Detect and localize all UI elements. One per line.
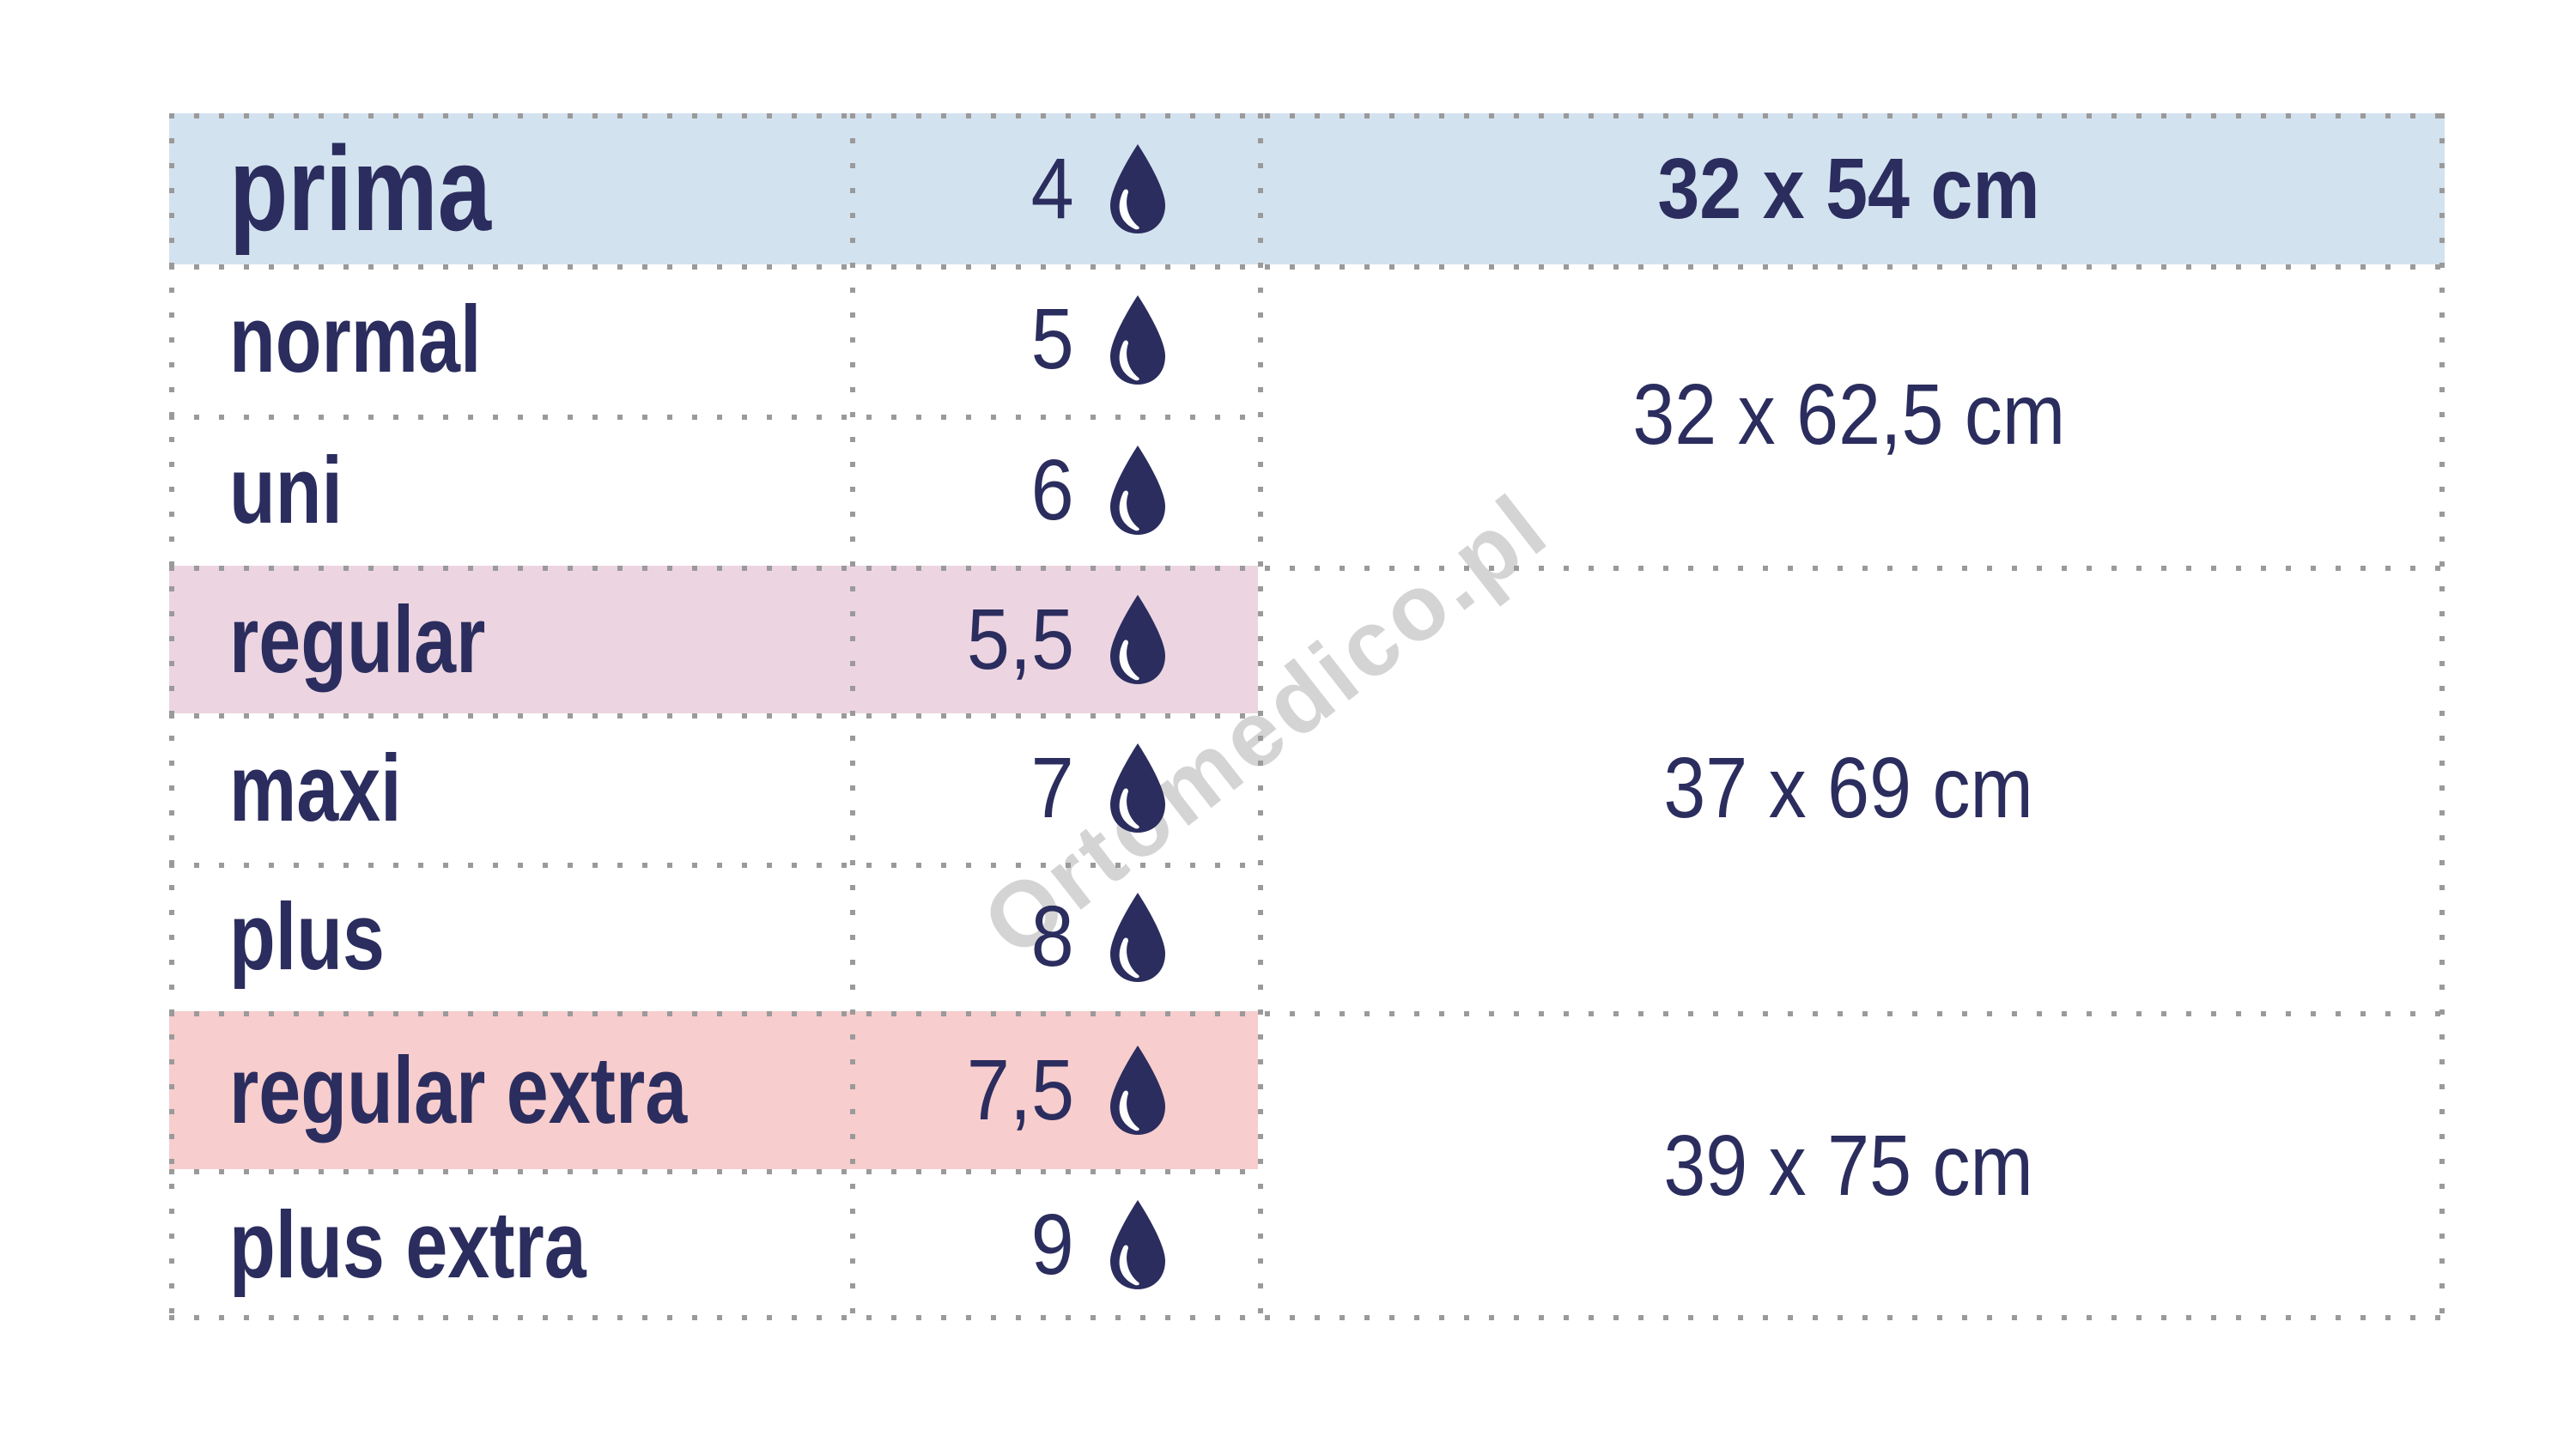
table-row-name-maxi: maxi: [169, 713, 850, 863]
absorbency-cell-plus: 8: [850, 863, 1258, 1011]
table-border-right: [2439, 113, 2445, 1320]
column-divider-drops-size: [1258, 113, 1263, 1320]
table-border-top: [169, 113, 2445, 118]
droplet-icon: [1110, 144, 1165, 233]
row-divider-normal-uni: [169, 415, 1258, 420]
absorbency-value: 4: [1030, 140, 1074, 237]
absorbency-cell-normal: 5: [850, 264, 1258, 415]
droplet-icon: [1110, 294, 1165, 385]
row-highlight-regular: [169, 566, 1258, 713]
table-border-bottom: [169, 1315, 2445, 1320]
product-name: regular extra: [229, 1037, 688, 1143]
product-name: prima: [229, 121, 491, 256]
row-highlight-prima: [169, 113, 2445, 264]
size-label: 39 x 75 cm: [1663, 1117, 2034, 1214]
table-row-name-plus: plus: [169, 863, 850, 1011]
absorbency-cell-regular: 5,5: [850, 566, 1258, 713]
product-name: plus: [229, 884, 385, 990]
row-divider-regularextra-plusextra: [169, 1169, 1258, 1174]
table-border-left: [169, 113, 174, 1320]
droplet-icon: [1110, 446, 1165, 535]
table-row-name-prima: prima: [169, 113, 850, 264]
droplet-icon: [1110, 892, 1165, 982]
table-row-name-normal: normal: [169, 264, 850, 415]
table-row-name-regular: regular: [169, 566, 850, 713]
absorbency-cell-uni: 6: [850, 415, 1258, 566]
absorbency-value: 8: [1030, 888, 1074, 985]
product-name: uni: [229, 437, 343, 543]
row-divider-prima-normal: [169, 264, 2445, 270]
absorbency-cell-plus-extra: 9: [850, 1169, 1258, 1320]
absorbency-value: 6: [1030, 441, 1074, 538]
row-divider-regular-maxi: [169, 713, 1258, 718]
size-cell-37x69: 37 x 69 cm: [1258, 566, 2439, 1011]
size-cell-32x54: 32 x 54 cm: [1258, 113, 2439, 264]
row-divider-uni-regular: [169, 566, 2445, 571]
size-label: 32 x 54 cm: [1657, 140, 2040, 237]
absorbency-cell-prima: 4: [850, 113, 1258, 264]
absorbency-cell-regular-extra: 7,5: [850, 1011, 1258, 1169]
size-cell-39x75: 39 x 75 cm: [1258, 1011, 2439, 1320]
column-divider-name-drops: [850, 113, 855, 1320]
droplet-icon: [1110, 743, 1165, 833]
size-cell-32x62-5: 32 x 62,5 cm: [1258, 264, 2439, 566]
product-name: plus extra: [229, 1191, 586, 1298]
product-name: normal: [229, 287, 482, 392]
product-name: regular: [229, 586, 486, 693]
row-divider-maxi-plus: [169, 863, 1258, 868]
row-highlight-regular-extra: [169, 1011, 1258, 1169]
droplet-icon: [1110, 1046, 1165, 1135]
row-divider-plus-regularextra: [169, 1011, 2445, 1016]
droplet-icon: [1110, 1200, 1165, 1289]
absorbency-value: 7,5: [966, 1041, 1074, 1138]
size-label: 32 x 62,5 cm: [1632, 367, 2065, 463]
absorbency-value: 5: [1030, 291, 1074, 387]
product-name: maxi: [229, 735, 402, 841]
absorbency-value: 5,5: [966, 591, 1074, 688]
absorbency-value: 7: [1030, 739, 1074, 836]
size-label: 37 x 69 cm: [1663, 740, 2034, 836]
table-row-name-uni: uni: [169, 415, 850, 566]
table-row-name-regular-extra: regular extra: [169, 1011, 850, 1169]
absorbency-cell-maxi: 7: [850, 713, 1258, 863]
absorbency-value: 9: [1030, 1196, 1074, 1293]
droplet-icon: [1110, 595, 1165, 684]
table-row-name-plus-extra: plus extra: [169, 1169, 850, 1320]
